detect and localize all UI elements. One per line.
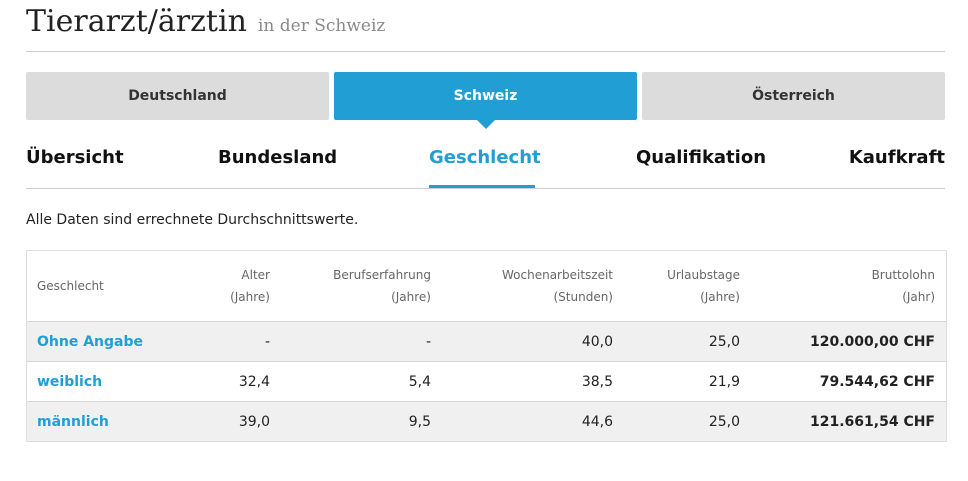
- gender-weiblich[interactable]: weiblich: [37, 373, 103, 390]
- header-urlaubstage-unit: (Jahre): [700, 290, 740, 304]
- active-tab-indicator: [429, 185, 535, 188]
- tab-schweiz[interactable]: Schweiz: [334, 72, 637, 129]
- header-berufserfahrung-label: Berufserfahrung: [333, 268, 431, 282]
- tabs-divider: [26, 188, 945, 189]
- tab-deutschland[interactable]: Deutschland: [26, 72, 329, 120]
- header-alter-unit: (Jahre): [230, 290, 270, 304]
- header-berufserfahrung-unit: (Jahre): [391, 290, 431, 304]
- gender-link[interactable]: weiblich: [37, 362, 187, 401]
- header-wochenarbeitszeit-label: Wochenarbeitszeit: [502, 268, 613, 282]
- header-urlaubstage: Urlaubstage (Jahre): [617, 251, 740, 321]
- salary-value: 121.661,54 CHF: [810, 413, 935, 430]
- vacation-value: 25,0: [708, 333, 740, 350]
- table-header: Geschlecht Alter (Jahre) Berufserfahrung…: [27, 251, 946, 322]
- age-value: -: [264, 333, 270, 350]
- age-value: 39,0: [238, 413, 270, 430]
- gender-maennlich[interactable]: männlich: [37, 413, 109, 430]
- header-urlaubstage-label: Urlaubstage: [667, 268, 740, 282]
- hours-value: 38,5: [581, 373, 613, 390]
- job-location: in der Schweiz: [258, 16, 386, 36]
- header-geschlecht: Geschlecht: [37, 251, 187, 321]
- header-alter-label: Alter: [241, 268, 270, 282]
- hours-value: 44,6: [581, 413, 613, 430]
- tab-kaufkraft[interactable]: Kaufkraft: [848, 147, 945, 168]
- salary-value: 120.000,00 CHF: [810, 333, 935, 350]
- gender-ohne-angabe[interactable]: Ohne Angabe: [37, 333, 143, 350]
- header-alter: Alter (Jahre): [177, 251, 270, 321]
- header-berufserfahrung: Berufserfahrung (Jahre): [277, 251, 431, 321]
- salary-table: Geschlecht Alter (Jahre) Berufserfahrung…: [26, 250, 947, 442]
- table-row: weiblich 32,4 5,4 38,5 21,9 79.544,62 CH…: [27, 362, 946, 402]
- header-wochenarbeitszeit-unit: (Stunden): [553, 290, 613, 304]
- header-bruttolohn-unit: (Jahr): [902, 290, 935, 304]
- header-bruttolohn-label: Bruttolohn: [871, 268, 935, 282]
- title-divider: [26, 51, 945, 52]
- tab-geschlecht[interactable]: Geschlecht: [429, 147, 541, 168]
- experience-value: 5,4: [408, 373, 431, 390]
- tab-uebersicht[interactable]: Übersicht: [26, 147, 124, 168]
- hours-value: 40,0: [581, 333, 613, 350]
- salary-value: 79.544,62 CHF: [819, 373, 935, 390]
- header-geschlecht-label: Geschlecht: [37, 279, 104, 293]
- tab-qualifikation[interactable]: Qualifikation: [636, 147, 767, 168]
- job-title: Tierarzt/ärztin: [26, 4, 247, 39]
- country-tabs: Deutschland Schweiz Österreich: [26, 72, 945, 129]
- gender-link[interactable]: männlich: [37, 402, 187, 441]
- page-title: Tierarzt/ärztin in der Schweiz: [26, 4, 385, 39]
- vacation-value: 21,9: [708, 373, 740, 390]
- header-bruttolohn: Bruttolohn (Jahr): [747, 251, 935, 321]
- vacation-value: 25,0: [708, 413, 740, 430]
- tab-oesterreich[interactable]: Österreich: [642, 72, 945, 120]
- data-note: Alle Daten sind errechnete Durchschnitts…: [26, 212, 359, 228]
- age-value: 32,4: [238, 373, 270, 390]
- header-wochenarbeitszeit: Wochenarbeitszeit (Stunden): [437, 251, 613, 321]
- gender-link[interactable]: Ohne Angabe: [37, 322, 187, 361]
- experience-value: -: [425, 333, 431, 350]
- experience-value: 9,5: [408, 413, 431, 430]
- category-tabs: Übersicht Bundesland Geschlecht Qualifik…: [26, 147, 945, 189]
- table-row: Ohne Angabe - - 40,0 25,0 120.000,00 CHF: [27, 322, 946, 362]
- tab-bundesland[interactable]: Bundesland: [218, 147, 338, 168]
- table-row: männlich 39,0 9,5 44,6 25,0 121.661,54 C…: [27, 402, 946, 441]
